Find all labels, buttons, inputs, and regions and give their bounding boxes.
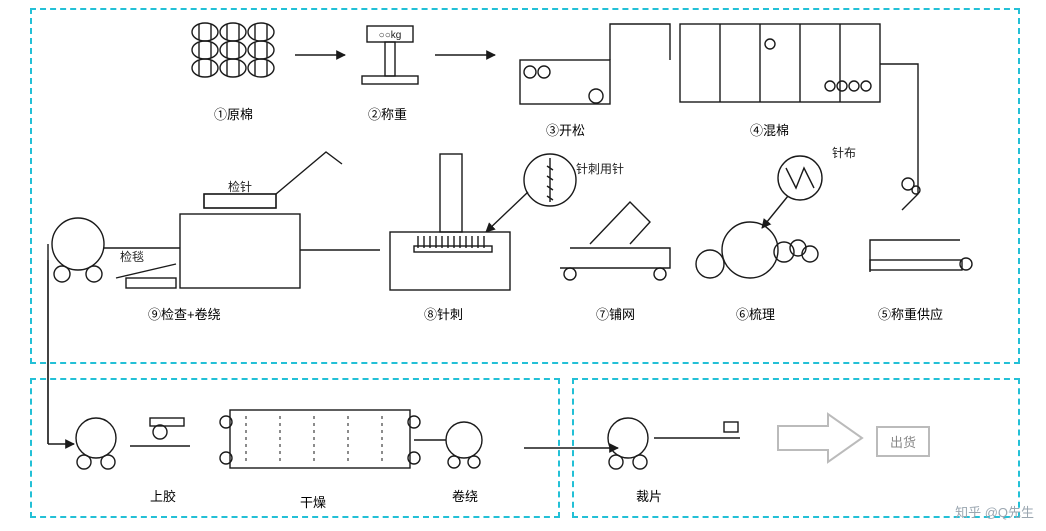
step-1-label: ①原棉 <box>214 104 253 123</box>
wind-label: 卷绕 <box>452 486 478 505</box>
ship-box: 出货 <box>876 426 930 457</box>
step-3-label: ③开松 <box>546 120 585 139</box>
svg-text:○○kg: ○○kg <box>379 30 402 41</box>
jiantan-label: 检毯 <box>120 248 144 265</box>
dry-label: 干燥 <box>300 492 326 511</box>
step-2-label: ②称重 <box>368 104 407 123</box>
step-9-label: ⑨检查+卷绕 <box>148 304 221 323</box>
glue-label: 上胶 <box>150 486 176 505</box>
watermark: 知乎 @Q先生 <box>955 502 1034 521</box>
step-6-label: ⑥梳理 <box>736 304 775 323</box>
step-7-label: ⑦铺网 <box>596 304 635 323</box>
jianzhen-label: 检针 <box>228 178 252 195</box>
needle-label: 针刺用针 <box>576 160 624 177</box>
step-8-label: ⑧针刺 <box>424 304 463 323</box>
cloth-label: 针布 <box>832 144 856 161</box>
cut-label: 裁片 <box>636 486 662 505</box>
step-5-label: ⑤称重供应 <box>878 304 943 323</box>
step-4-label: ④混棉 <box>750 120 789 139</box>
